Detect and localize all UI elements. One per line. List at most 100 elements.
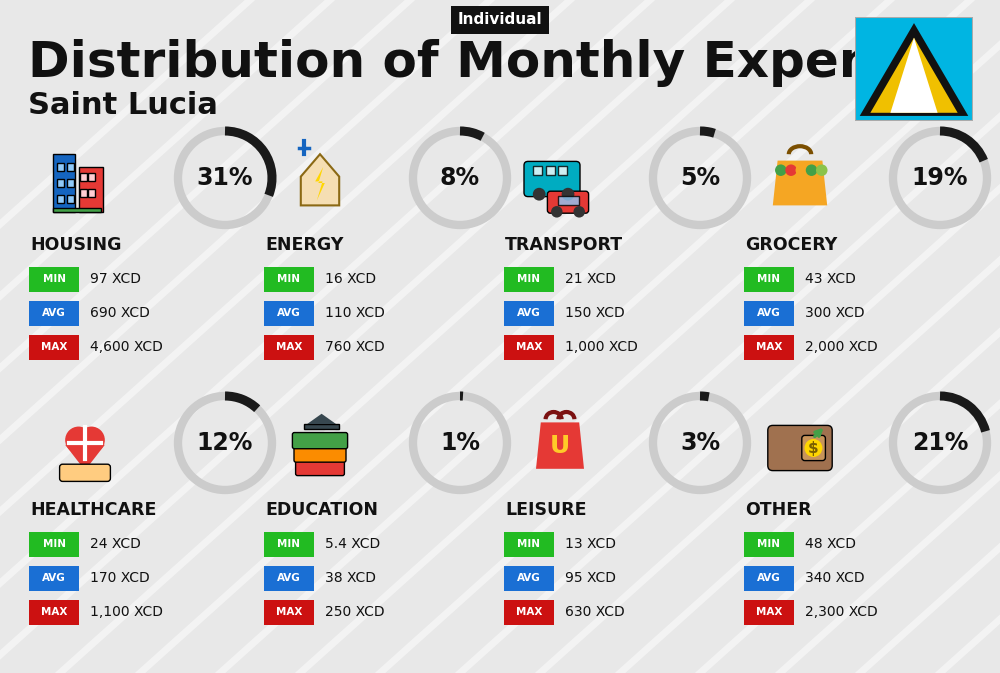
Text: 19%: 19% bbox=[912, 166, 968, 190]
Polygon shape bbox=[860, 23, 968, 116]
Text: 97 XCD: 97 XCD bbox=[90, 272, 141, 286]
Text: MIN: MIN bbox=[758, 274, 780, 284]
Text: 1,100 XCD: 1,100 XCD bbox=[90, 605, 163, 619]
FancyBboxPatch shape bbox=[547, 191, 589, 213]
Circle shape bbox=[562, 188, 574, 201]
Circle shape bbox=[533, 188, 546, 201]
FancyBboxPatch shape bbox=[264, 301, 314, 326]
FancyBboxPatch shape bbox=[744, 600, 794, 625]
Text: 95 XCD: 95 XCD bbox=[565, 571, 616, 585]
Polygon shape bbox=[307, 414, 336, 424]
Polygon shape bbox=[890, 38, 938, 113]
FancyBboxPatch shape bbox=[524, 162, 580, 197]
Text: OTHER: OTHER bbox=[745, 501, 812, 519]
Circle shape bbox=[796, 164, 807, 176]
Text: Saint Lucia: Saint Lucia bbox=[28, 90, 218, 120]
Text: 2,000 XCD: 2,000 XCD bbox=[805, 340, 878, 354]
Text: 24 XCD: 24 XCD bbox=[90, 537, 141, 551]
Text: MIN: MIN bbox=[42, 539, 66, 549]
Text: AVG: AVG bbox=[517, 308, 541, 318]
Text: 150 XCD: 150 XCD bbox=[565, 306, 625, 320]
FancyBboxPatch shape bbox=[264, 532, 314, 557]
Polygon shape bbox=[870, 38, 958, 113]
FancyBboxPatch shape bbox=[504, 600, 554, 625]
Text: AVG: AVG bbox=[42, 573, 66, 583]
Text: U: U bbox=[550, 434, 570, 458]
FancyBboxPatch shape bbox=[744, 334, 794, 359]
Circle shape bbox=[551, 206, 563, 217]
FancyBboxPatch shape bbox=[294, 446, 346, 462]
FancyBboxPatch shape bbox=[53, 154, 75, 212]
Text: 21 XCD: 21 XCD bbox=[565, 272, 616, 286]
Text: 5.4 XCD: 5.4 XCD bbox=[325, 537, 380, 551]
Text: 43 XCD: 43 XCD bbox=[805, 272, 856, 286]
Text: MAX: MAX bbox=[756, 607, 782, 617]
FancyBboxPatch shape bbox=[504, 334, 554, 359]
Text: 690 XCD: 690 XCD bbox=[90, 306, 150, 320]
Text: 48 XCD: 48 XCD bbox=[805, 537, 856, 551]
FancyBboxPatch shape bbox=[504, 565, 554, 590]
FancyBboxPatch shape bbox=[80, 188, 87, 197]
Text: MIN: MIN bbox=[278, 274, 300, 284]
Text: LEISURE: LEISURE bbox=[505, 501, 586, 519]
FancyBboxPatch shape bbox=[855, 17, 973, 121]
FancyBboxPatch shape bbox=[67, 195, 74, 203]
Text: AVG: AVG bbox=[277, 573, 301, 583]
FancyBboxPatch shape bbox=[57, 195, 64, 203]
Text: MAX: MAX bbox=[516, 607, 542, 617]
Text: HEALTHCARE: HEALTHCARE bbox=[30, 501, 156, 519]
Text: 13 XCD: 13 XCD bbox=[565, 537, 616, 551]
Text: MIN: MIN bbox=[758, 539, 780, 549]
FancyBboxPatch shape bbox=[296, 460, 344, 476]
FancyBboxPatch shape bbox=[57, 163, 64, 171]
FancyBboxPatch shape bbox=[29, 565, 79, 590]
Circle shape bbox=[804, 439, 822, 457]
Text: TRANSPORT: TRANSPORT bbox=[505, 236, 623, 254]
FancyBboxPatch shape bbox=[744, 532, 794, 557]
Text: GROCERY: GROCERY bbox=[745, 236, 837, 254]
FancyBboxPatch shape bbox=[533, 166, 542, 175]
Text: 250 XCD: 250 XCD bbox=[325, 605, 385, 619]
FancyBboxPatch shape bbox=[80, 172, 87, 180]
Text: MIN: MIN bbox=[278, 539, 300, 549]
FancyBboxPatch shape bbox=[29, 267, 79, 291]
Text: 3%: 3% bbox=[680, 431, 720, 455]
Text: 8%: 8% bbox=[440, 166, 480, 190]
Text: 110 XCD: 110 XCD bbox=[325, 306, 385, 320]
Circle shape bbox=[775, 164, 787, 176]
FancyBboxPatch shape bbox=[60, 464, 110, 481]
Text: HOUSING: HOUSING bbox=[30, 236, 122, 254]
Polygon shape bbox=[536, 423, 584, 469]
Text: MAX: MAX bbox=[756, 342, 782, 352]
Text: MIN: MIN bbox=[518, 274, 540, 284]
FancyBboxPatch shape bbox=[88, 172, 95, 180]
Text: AVG: AVG bbox=[757, 573, 781, 583]
FancyBboxPatch shape bbox=[264, 600, 314, 625]
FancyBboxPatch shape bbox=[558, 196, 579, 205]
Text: ENERGY: ENERGY bbox=[265, 236, 343, 254]
FancyBboxPatch shape bbox=[558, 166, 567, 175]
Text: $: $ bbox=[808, 441, 819, 456]
Circle shape bbox=[816, 164, 828, 176]
FancyBboxPatch shape bbox=[546, 166, 555, 175]
FancyBboxPatch shape bbox=[29, 301, 79, 326]
FancyBboxPatch shape bbox=[504, 301, 554, 326]
Text: 5%: 5% bbox=[680, 166, 720, 190]
Text: MAX: MAX bbox=[276, 607, 302, 617]
Text: 760 XCD: 760 XCD bbox=[325, 340, 385, 354]
Text: 630 XCD: 630 XCD bbox=[565, 605, 625, 619]
Text: 2,300 XCD: 2,300 XCD bbox=[805, 605, 878, 619]
Text: MAX: MAX bbox=[276, 342, 302, 352]
Text: 12%: 12% bbox=[197, 431, 253, 455]
Polygon shape bbox=[315, 167, 325, 201]
FancyBboxPatch shape bbox=[88, 188, 95, 197]
Polygon shape bbox=[301, 154, 339, 205]
Text: 170 XCD: 170 XCD bbox=[90, 571, 150, 585]
Text: AVG: AVG bbox=[277, 308, 301, 318]
Circle shape bbox=[785, 164, 797, 176]
FancyBboxPatch shape bbox=[504, 267, 554, 291]
Text: AVG: AVG bbox=[42, 308, 66, 318]
FancyBboxPatch shape bbox=[504, 532, 554, 557]
Text: 1,000 XCD: 1,000 XCD bbox=[565, 340, 638, 354]
Text: 21%: 21% bbox=[912, 431, 968, 455]
